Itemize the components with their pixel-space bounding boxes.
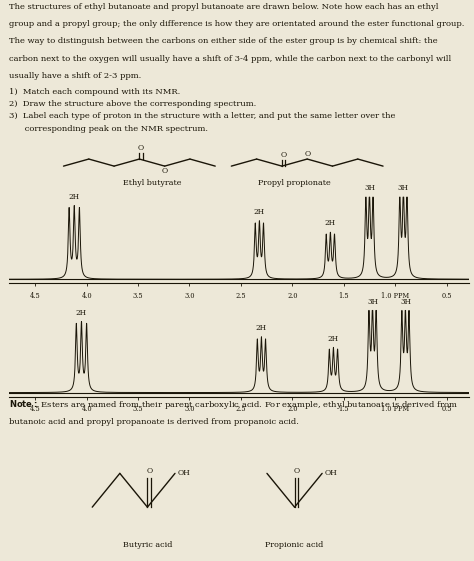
Text: corresponding peak on the NMR spectrum.: corresponding peak on the NMR spectrum. — [9, 125, 209, 133]
Text: 2H: 2H — [254, 208, 265, 216]
Text: OH: OH — [325, 470, 337, 477]
Text: O: O — [137, 144, 144, 152]
Text: 2H: 2H — [328, 334, 339, 343]
Text: Propyl propionate: Propyl propionate — [258, 179, 331, 187]
Text: butanoic acid and propyl propanoate is derived from propanoic acid.: butanoic acid and propyl propanoate is d… — [9, 419, 300, 426]
Text: O: O — [162, 167, 168, 176]
Text: O: O — [280, 151, 286, 159]
Text: 3H: 3H — [398, 184, 409, 192]
Text: 3H: 3H — [400, 297, 411, 306]
Text: 3H: 3H — [367, 297, 378, 306]
Text: OH: OH — [178, 470, 191, 477]
Text: 2H: 2H — [76, 309, 87, 316]
Text: usually have a shift of 2-3 ppm.: usually have a shift of 2-3 ppm. — [9, 72, 142, 80]
Text: Ethyl butyrate: Ethyl butyrate — [123, 179, 181, 187]
Text: O: O — [304, 150, 310, 158]
Text: 2)  Draw the structure above the corresponding spectrum.: 2) Draw the structure above the correspo… — [9, 100, 257, 108]
Text: 1)  Match each compound with its NMR.: 1) Match each compound with its NMR. — [9, 88, 181, 95]
Text: O: O — [293, 467, 300, 475]
Text: The structures of ethyl butanoate and propyl butanoate are drawn below. Note how: The structures of ethyl butanoate and pr… — [9, 3, 439, 11]
Text: 2H: 2H — [256, 324, 267, 332]
Text: 3H: 3H — [364, 184, 375, 192]
Text: $\bf{Note:}$ Esters are named from their parent carboxylic acid. For example, et: $\bf{Note:}$ Esters are named from their… — [9, 398, 459, 411]
Text: Butyric acid: Butyric acid — [123, 541, 172, 549]
Text: 2H: 2H — [325, 219, 336, 227]
Text: group and a propyl group; the only difference is how they are orientated around : group and a propyl group; the only diffe… — [9, 20, 465, 28]
Text: Propionic acid: Propionic acid — [265, 541, 324, 549]
Text: 2H: 2H — [69, 192, 80, 201]
Text: O: O — [146, 467, 152, 475]
Text: 3)  Label each type of proton in the structure with a letter, and put the same l: 3) Label each type of proton in the stru… — [9, 112, 396, 121]
Text: carbon next to the oxygen will usually have a shift of 3-4 ppm, while the carbon: carbon next to the oxygen will usually h… — [9, 54, 452, 63]
Text: The way to distinguish between the carbons on either side of the ester group is : The way to distinguish between the carbo… — [9, 38, 438, 45]
